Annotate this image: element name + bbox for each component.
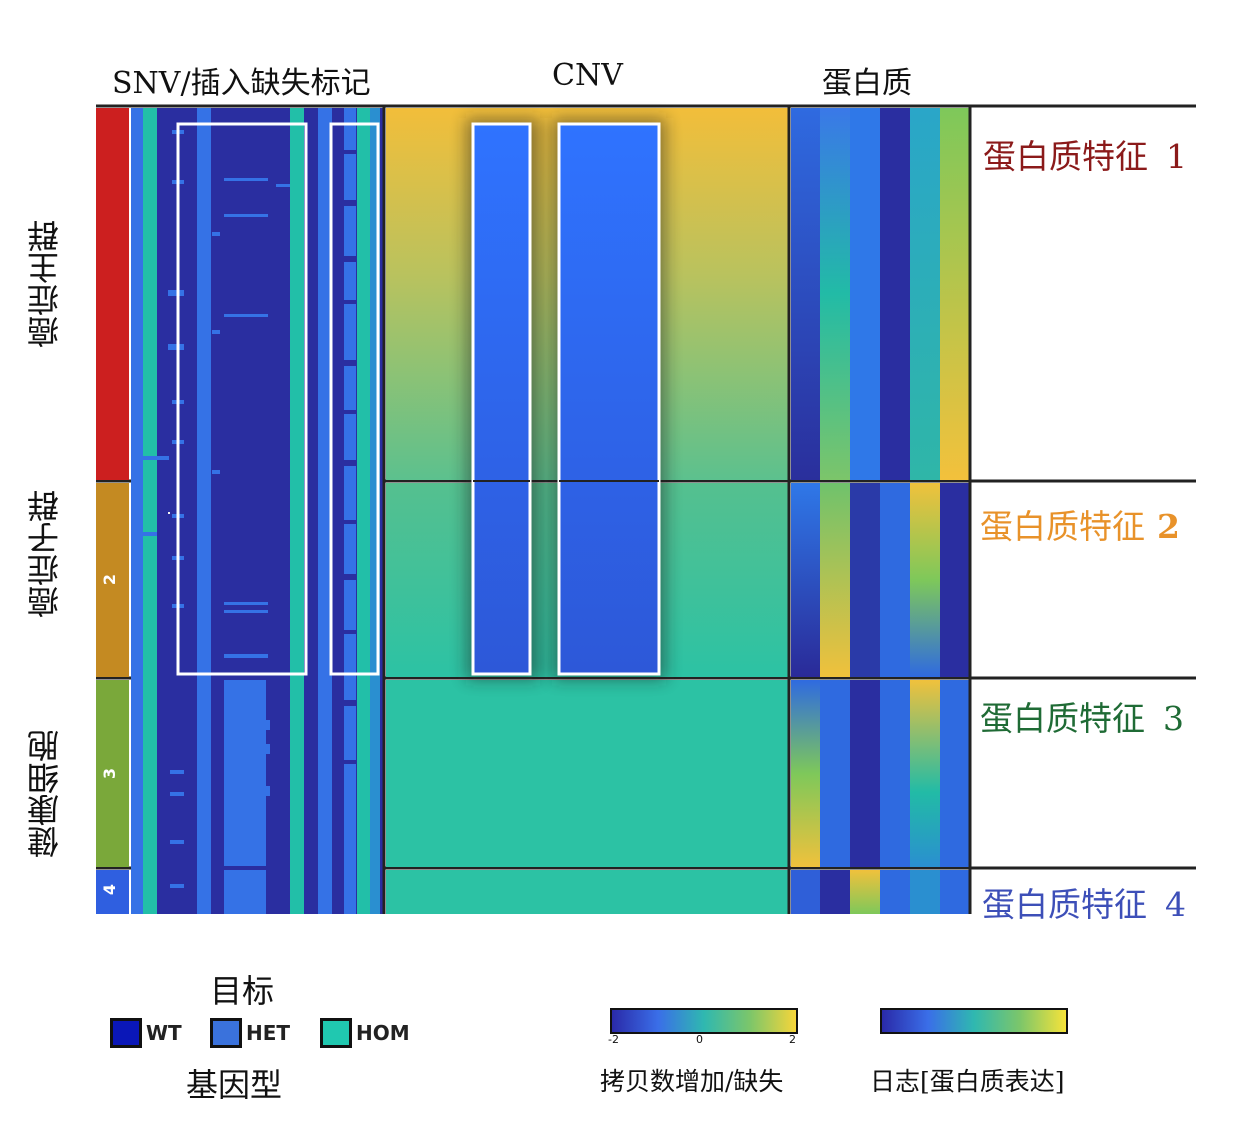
group-number-3: 3 [100,767,120,780]
het-swatch [210,1018,242,1048]
protein-colorbar [880,1008,1068,1034]
signature-1-label: 蛋白质特征 1 [983,137,1187,176]
legend-het: HET [210,1018,290,1048]
hom-swatch [320,1018,352,1048]
legend-hom: HOM [320,1018,410,1048]
group-number-2: 2 [100,573,120,586]
snv-header: SNV/插入缺失标记 [112,66,371,101]
signature-2-label: 蛋白质特征 2 [980,507,1180,546]
legend-wt: WT [110,1018,182,1048]
cnv-colorbar [610,1008,798,1034]
wt-swatch [110,1018,142,1048]
hom-label: HOM [356,1021,410,1045]
wt-label: WT [146,1021,182,1045]
legend-genotype-title: 基因型 [186,1066,283,1104]
cnv-colorbar-label: 拷贝数增加/缺失 [600,1067,784,1096]
cnv-tick-max: 2 [789,1033,796,1046]
signature-4-label: 蛋白质特征 4 [982,885,1186,924]
heatmap-figure [96,104,1196,914]
het-label: HET [246,1021,291,1045]
group-number-4: 4 [100,883,120,896]
protein-colorbar-label: 日志[蛋白质表达] [870,1067,1065,1096]
legend-target-title: 目标 [210,972,275,1010]
cnv-tick-min: -2 [608,1033,619,1046]
protein-header: 蛋白质 [822,66,912,101]
cnv-tick-mid: 0 [696,1033,703,1046]
cnv-header: CNV [552,58,623,93]
signature-3-label: 蛋白质特征 3 [980,699,1184,738]
